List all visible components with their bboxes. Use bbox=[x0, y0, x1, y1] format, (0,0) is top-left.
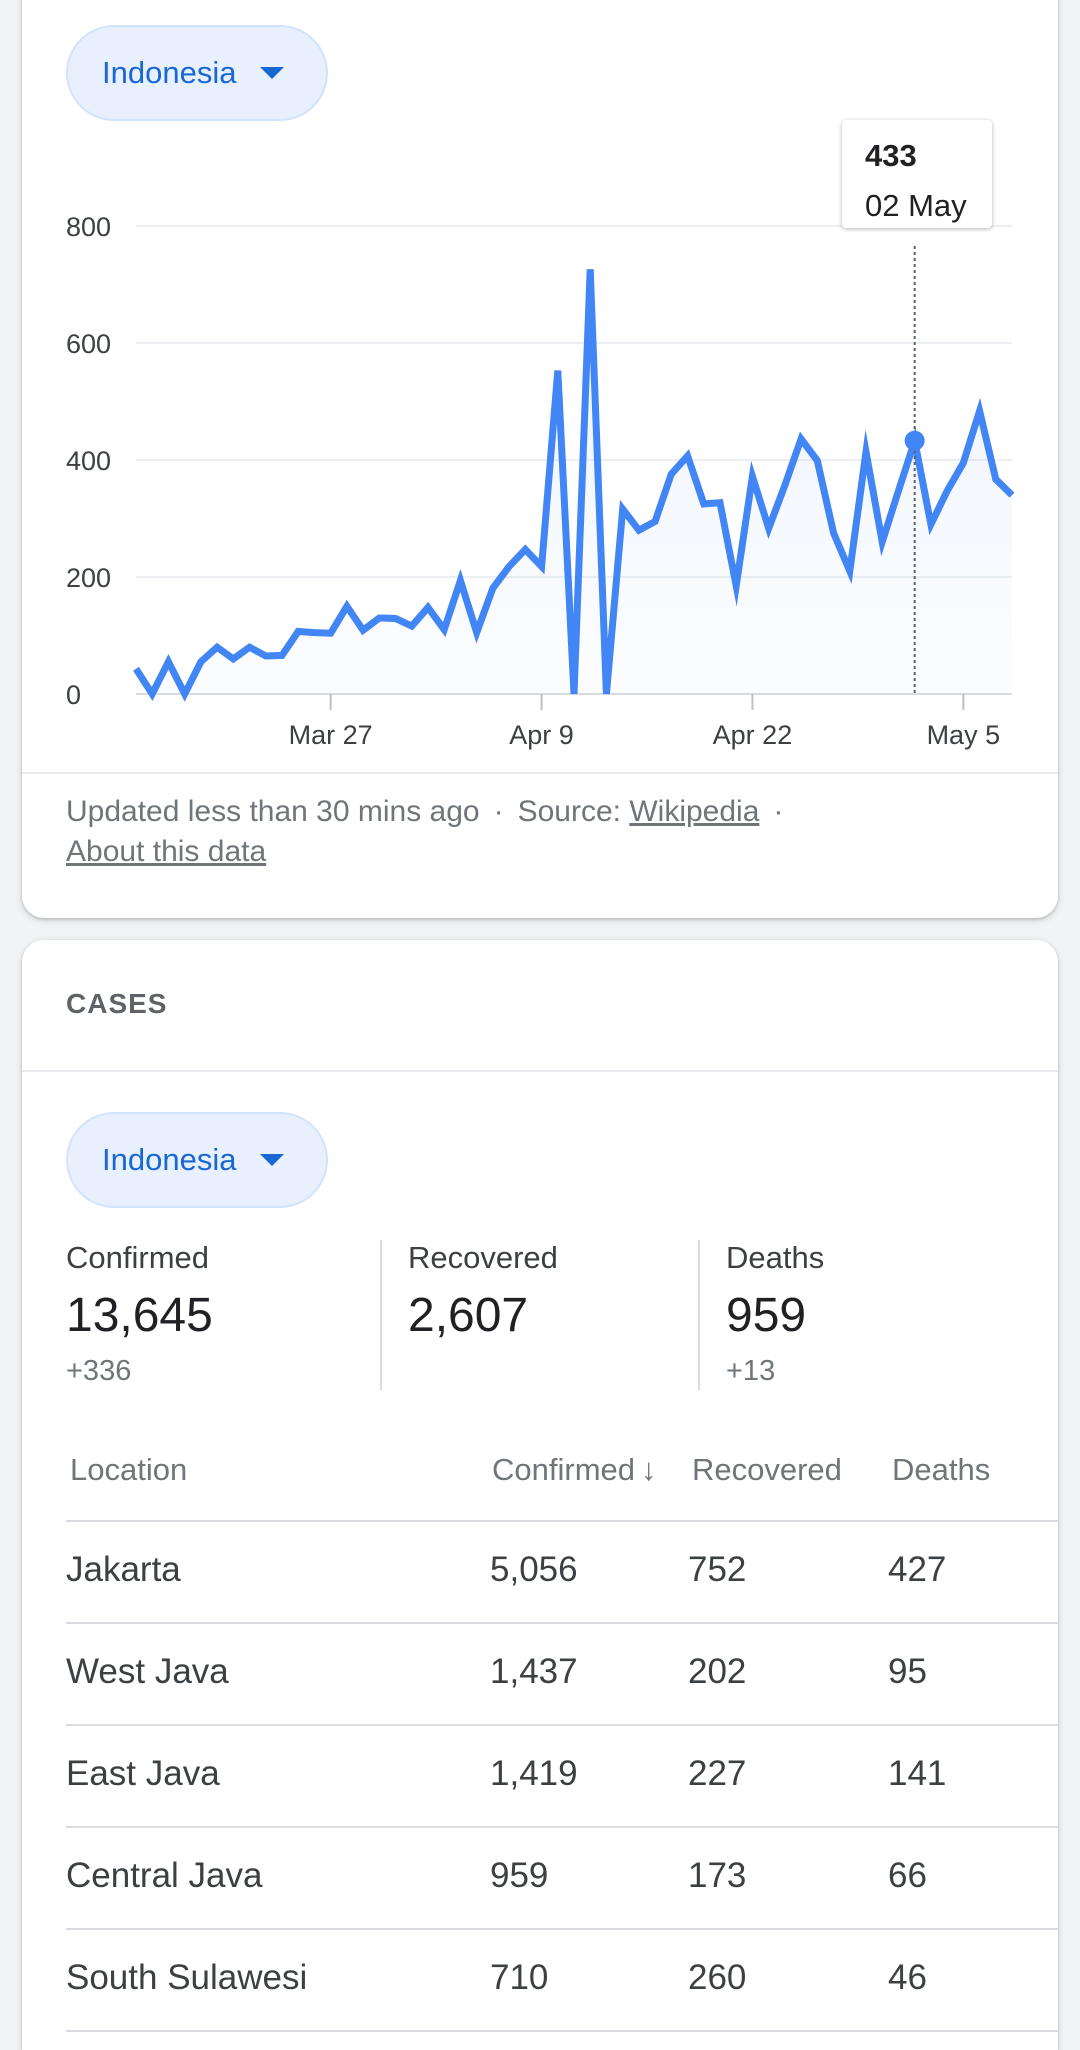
chart-footer-divider bbox=[22, 772, 1058, 774]
cases-title: CASES bbox=[66, 988, 168, 1019]
cell-recovered: 202 bbox=[688, 1652, 747, 1691]
cell-recovered: 227 bbox=[688, 1754, 747, 1793]
cell-confirmed: 5,056 bbox=[490, 1550, 578, 1589]
stat-separator bbox=[380, 1240, 382, 1390]
tooltip-date: 02 May bbox=[865, 188, 967, 223]
cell-deaths: 66 bbox=[888, 1856, 927, 1895]
chart-tooltip: 433 02 May bbox=[842, 120, 992, 228]
cell-location: Central Java bbox=[66, 1856, 263, 1895]
country-selector-label: Indonesia bbox=[102, 1142, 237, 1177]
cell-location: Jakarta bbox=[66, 1550, 181, 1589]
stat-label: Deaths bbox=[726, 1240, 825, 1275]
cell-location: East Java bbox=[66, 1754, 220, 1793]
cell-location: West Java bbox=[66, 1652, 229, 1691]
stat-deaths: Deaths 959 +13 bbox=[726, 1240, 824, 1388]
column-header-recovered[interactable]: Recovered bbox=[692, 1452, 842, 1487]
table-row[interactable]: Central Java 959 173 66 bbox=[66, 1828, 1058, 1930]
separator-dot: · bbox=[493, 795, 504, 828]
stat-recovered: Recovered 2,607 bbox=[408, 1240, 558, 1355]
table-row[interactable]: Jakarta 5,056 752 427 bbox=[66, 1522, 1058, 1624]
cell-location: South Sulawesi bbox=[66, 1958, 308, 1997]
cases-card: CASES Indonesia Confirmed 13,645 +336 Re… bbox=[22, 940, 1058, 2050]
x-tick-label: Apr 22 bbox=[713, 720, 793, 750]
cell-deaths: 46 bbox=[888, 1958, 927, 1997]
y-tick-label: 400 bbox=[66, 446, 111, 476]
area-fill bbox=[136, 269, 1012, 694]
table-row[interactable]: West Java 1,437 202 95 bbox=[66, 1624, 1058, 1726]
stat-value: 2,607 bbox=[408, 1289, 529, 1342]
wikipedia-link[interactable]: Wikipedia bbox=[629, 795, 760, 828]
x-tick-label: Apr 9 bbox=[509, 720, 574, 750]
y-tick-label: 0 bbox=[66, 680, 81, 710]
dropdown-arrow-icon bbox=[260, 67, 285, 79]
x-tick-label: May 5 bbox=[927, 720, 1001, 750]
stat-delta: +13 bbox=[726, 1355, 776, 1387]
tooltip-value: 433 bbox=[865, 138, 917, 173]
daily-cases-chart-card: Indonesia 0 200 400 600 800 Mar 27 Apr 9 Apr 2… bbox=[22, 0, 1058, 918]
about-this-data-link[interactable]: About this data bbox=[66, 835, 267, 868]
table-header: Location Confirmed ↓ Recovered Deaths bbox=[66, 1420, 1058, 1522]
chart-footer: Updated less than 30 mins ago · Source: Wi… bbox=[66, 792, 1006, 872]
country-selector[interactable]: Indonesia bbox=[66, 1112, 328, 1208]
cell-confirmed: 1,437 bbox=[490, 1652, 578, 1691]
column-header-deaths[interactable]: Deaths bbox=[892, 1452, 991, 1487]
stat-delta: +336 bbox=[66, 1355, 132, 1387]
y-tick-label: 200 bbox=[66, 563, 111, 593]
y-tick-label: 600 bbox=[66, 329, 111, 359]
stat-label: Recovered bbox=[408, 1240, 558, 1275]
country-selector[interactable]: Indonesia bbox=[66, 25, 328, 121]
column-header-confirmed-label: Confirmed bbox=[492, 1452, 635, 1487]
separator-dot: · bbox=[773, 795, 784, 828]
table-row[interactable]: South Sulawesi 710 260 46 bbox=[66, 1930, 1058, 2032]
cell-confirmed: 959 bbox=[490, 1856, 549, 1895]
column-header-confirmed[interactable]: Confirmed ↓ bbox=[492, 1452, 657, 1488]
cell-recovered: 752 bbox=[688, 1550, 747, 1589]
source-label: Source: bbox=[517, 795, 621, 828]
cell-confirmed: 710 bbox=[490, 1958, 549, 1997]
cell-deaths: 141 bbox=[888, 1754, 947, 1793]
daily-cases-chart[interactable]: 0 200 400 600 800 Mar 27 Apr 9 Apr 22 May 5 bbox=[22, 0, 1058, 770]
stat-label: Confirmed bbox=[66, 1240, 209, 1275]
cell-confirmed: 1,419 bbox=[490, 1754, 578, 1793]
stat-value: 13,645 bbox=[66, 1289, 213, 1342]
stat-separator bbox=[698, 1240, 700, 1390]
cases-title-divider bbox=[22, 1070, 1058, 1072]
table-row[interactable]: East Java 1,419 227 141 bbox=[66, 1726, 1058, 1828]
cell-recovered: 173 bbox=[688, 1856, 747, 1895]
y-tick-label: 800 bbox=[66, 212, 111, 242]
cases-table: Location Confirmed ↓ Recovered Deaths Jak… bbox=[66, 1420, 1058, 2032]
cell-deaths: 427 bbox=[888, 1550, 947, 1589]
series-line bbox=[133, 269, 1015, 702]
cell-recovered: 260 bbox=[688, 1958, 747, 1997]
cell-deaths: 95 bbox=[888, 1652, 927, 1691]
updated-text: Updated less than 30 mins ago bbox=[66, 795, 480, 828]
x-tick-label: Mar 27 bbox=[289, 720, 373, 750]
dropdown-arrow-icon bbox=[260, 1154, 285, 1166]
stat-confirmed: Confirmed 13,645 +336 bbox=[66, 1240, 213, 1388]
column-header-location[interactable]: Location bbox=[70, 1452, 188, 1487]
highlight-point bbox=[904, 430, 925, 451]
stat-value: 959 bbox=[726, 1289, 807, 1342]
country-selector-label: Indonesia bbox=[102, 55, 237, 90]
sort-down-arrow-icon: ↓ bbox=[641, 1452, 657, 1487]
